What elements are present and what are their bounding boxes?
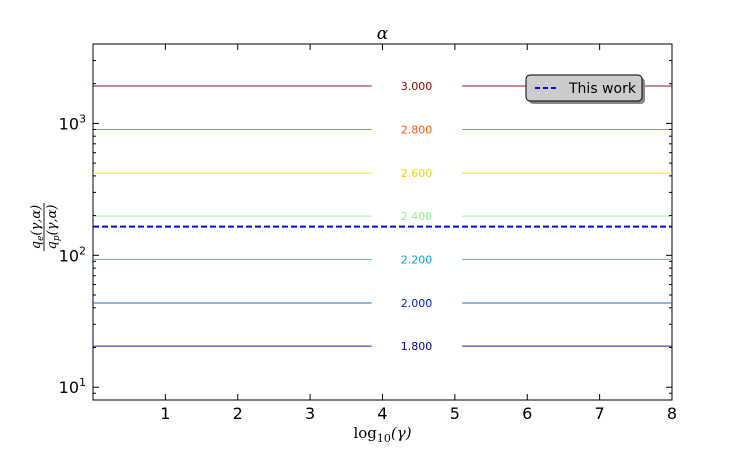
contour-label: 2.400 [401,210,433,223]
x-tick-label: 8 [667,404,677,423]
chart-title: α [377,24,389,44]
legend-box [525,74,643,102]
y-axis-label-denominator: qp(γ,α) [45,205,62,250]
legend: This work [525,74,645,104]
x-tick-label: 4 [377,404,387,423]
legend-label-this-work: This work [568,81,637,97]
y-tick-label: 102 [59,244,86,265]
x-tick-label: 2 [233,404,243,423]
y-tick-label: 103 [59,112,86,133]
contour-label: 2.200 [401,253,433,266]
contour-lines: 1.800 2.000 2.200 2.400 2.600 2.800 3.000 [93,80,672,353]
x-axis-label-base: log [353,424,377,442]
y-tick-label: 101 [59,376,86,397]
contour-label: 2.000 [401,297,433,310]
y-axis-label-numerator: qe(γ,α) [29,205,46,249]
contour-label: 1.800 [401,340,433,353]
y-axis-label: qe(γ,α) qp(γ,α) [29,203,62,251]
x-axis-ticks: 1 2 3 4 5 6 7 8 [160,44,677,423]
x-tick-label: 6 [522,404,532,423]
x-tick-label: 5 [450,404,460,423]
x-axis-label-sub: 10 [377,432,391,445]
x-tick-label: 7 [595,404,605,423]
contour-label: 2.800 [401,123,433,136]
y-axis-ticks: 101 102 103 [59,43,672,401]
contour-label: 2.600 [401,167,433,180]
x-tick-label: 1 [160,404,170,423]
contour-label: 3.000 [401,80,433,93]
x-axis-label: log10(γ) [353,424,411,445]
x-axis-label-arg: (γ) [391,424,412,442]
x-tick-label: 3 [305,404,315,423]
